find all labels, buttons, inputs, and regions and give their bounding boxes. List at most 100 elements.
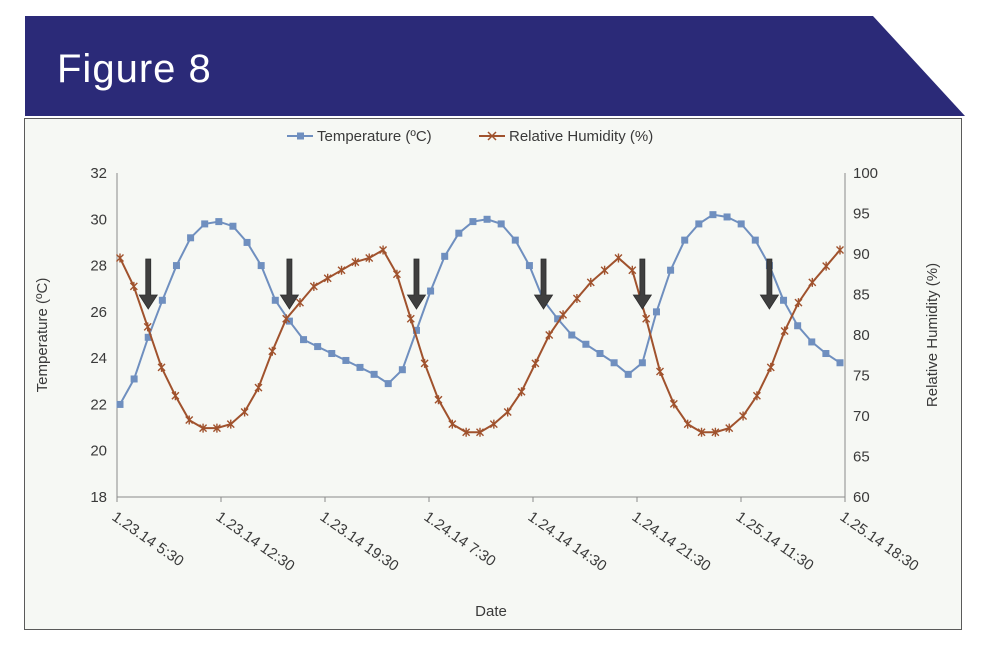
legend-temperature-label: Temperature (ºC) — [317, 128, 432, 145]
down-arrow — [632, 258, 653, 310]
temperature-point — [568, 331, 576, 339]
temperature-point — [172, 262, 180, 270]
left-y-axis: 18 20 22 24 26 28 30 32 Temperature (ºC) — [34, 165, 118, 506]
figure-title: Figure 8 — [57, 47, 212, 91]
x-tick-label: 1.24.14 21:30 — [629, 508, 714, 575]
left-axis-label: Temperature (ºC) — [34, 278, 51, 393]
left-tick-label: 18 — [90, 489, 107, 506]
left-tick-label: 24 — [90, 350, 107, 367]
humidity-point — [780, 326, 789, 336]
left-tick-label: 32 — [90, 165, 107, 182]
temperature-point — [652, 308, 660, 316]
transition-arrows — [138, 258, 780, 310]
right-tick-label: 75 — [853, 368, 870, 385]
x-tick-label: 1.25.14 18:30 — [837, 508, 922, 575]
legend-temperature-marker — [297, 132, 304, 140]
temperature-point — [144, 333, 152, 341]
humidity-point — [559, 310, 568, 320]
temperature-point — [455, 229, 463, 237]
temperature-point — [681, 236, 689, 244]
x-tick-label: 1.23.14 19:30 — [317, 508, 402, 575]
temperature-point — [158, 296, 166, 304]
humidity-point — [268, 346, 277, 356]
humidity-point — [476, 427, 484, 437]
humidity-point — [282, 314, 291, 324]
temperature-point — [342, 356, 350, 364]
temperature-point — [554, 315, 562, 323]
left-tick-label: 28 — [90, 258, 107, 275]
humidity-point — [157, 362, 166, 372]
left-tick-label: 20 — [90, 443, 107, 460]
temperature-point — [780, 296, 788, 304]
legend-humidity-label: Relative Humidity (%) — [509, 128, 653, 145]
humidity-point — [129, 281, 138, 291]
humidity-point — [725, 423, 734, 433]
temperature-point — [525, 262, 533, 270]
x-tick-label: 1.23.14 12:30 — [213, 508, 298, 575]
x-axis: 1.23.14 5:30 1.23.14 12:30 1.23.14 19:30 1.… — [109, 496, 922, 620]
humidity-point — [517, 387, 526, 397]
left-tick-label: 22 — [90, 396, 107, 413]
humidity-point — [614, 253, 623, 263]
dual-axis-line-chart: Temperature (ºC) Relative Humidity (%) 18… — [34, 128, 941, 620]
right-tick-label: 65 — [853, 449, 870, 466]
left-tick-label: 26 — [90, 304, 107, 321]
humidity-point — [323, 273, 332, 283]
temperature-point — [187, 234, 195, 242]
legend: Temperature (ºC) Relative Humidity (%) — [287, 128, 653, 145]
temperature-point — [794, 322, 802, 330]
humidity-point — [628, 265, 637, 275]
figure-banner — [25, 16, 965, 116]
humidity-point — [531, 358, 540, 368]
right-tick-label: 70 — [853, 408, 870, 425]
humidity-point — [697, 427, 706, 437]
humidity-line — [119, 248, 841, 434]
temperature-point — [356, 363, 364, 371]
left-tick-label: 30 — [90, 211, 107, 228]
humidity-point — [365, 253, 374, 263]
x-tick-label: 1.23.14 5:30 — [109, 508, 187, 570]
temperature-point — [328, 350, 336, 358]
temperature-point — [300, 336, 308, 344]
temperature-point — [116, 400, 124, 408]
x-tick-label: 1.24.14 7:30 — [421, 508, 499, 570]
humidity-point — [572, 294, 581, 304]
right-tick-label: 85 — [853, 287, 870, 304]
temperature-point — [596, 350, 604, 358]
chart-panel: Temperature (ºC) Relative Humidity (%) 18… — [24, 118, 962, 630]
humidity-point — [669, 399, 678, 409]
temperature-point — [229, 222, 237, 230]
down-arrow — [279, 258, 300, 310]
humidity-point — [296, 298, 304, 308]
temperature-point — [582, 340, 590, 348]
temperature-point — [370, 370, 378, 378]
humidity-point — [600, 265, 609, 275]
temperature-point — [638, 359, 646, 367]
temperature-point — [723, 213, 731, 221]
humidity-point — [434, 395, 443, 405]
temperature-point — [271, 296, 279, 304]
temperature-series — [116, 211, 844, 408]
humidity-point — [420, 358, 429, 368]
temperature-point — [201, 220, 209, 228]
humidity-point — [462, 427, 471, 437]
right-axis-label: Relative Humidity (%) — [924, 263, 941, 407]
humidity-point — [503, 407, 512, 417]
temperature-point — [243, 238, 251, 246]
humidity-point — [392, 269, 401, 279]
humidity-point — [545, 330, 554, 340]
temperature-point — [511, 236, 519, 244]
temperature-point — [836, 359, 844, 367]
temperature-point — [624, 370, 632, 378]
humidity-point — [240, 407, 249, 417]
humidity-point — [171, 391, 180, 401]
humidity-point — [212, 423, 221, 433]
temperature-point — [822, 350, 830, 358]
humidity-series — [116, 245, 844, 437]
humidity-point — [199, 423, 208, 433]
temperature-point — [314, 343, 322, 351]
humidity-point — [379, 245, 388, 255]
temperature-point — [610, 359, 618, 367]
humidity-point — [254, 383, 263, 393]
humidity-point — [351, 257, 360, 267]
